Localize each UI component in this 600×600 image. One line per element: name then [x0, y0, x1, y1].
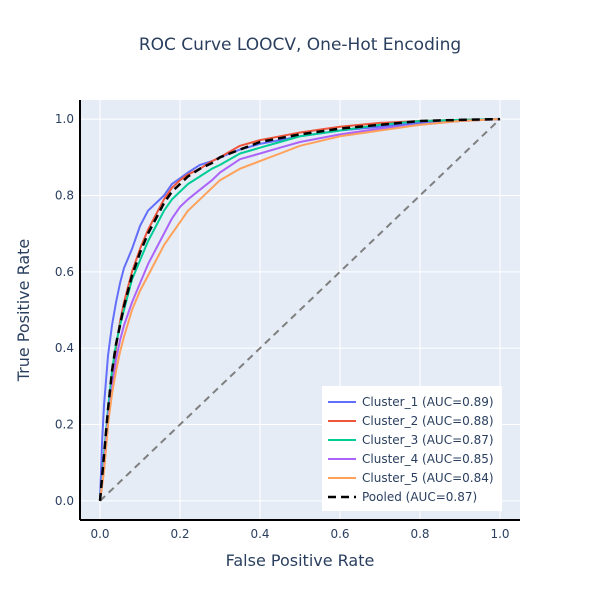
- series-line-4: [99, 118, 501, 502]
- x-tick-label: 0.4: [250, 527, 269, 541]
- y-axis-title: True Positive Rate: [14, 239, 33, 383]
- y-tick-label: 1.0: [55, 112, 74, 126]
- y-tick-label: 0.4: [55, 341, 74, 355]
- x-tick-label: 0.8: [410, 527, 429, 541]
- legend: Cluster_1 (AUC=0.89) Cluster_2 (AUC=0.88)…: [322, 386, 502, 511]
- y-tick-label: 0.6: [55, 265, 74, 279]
- series-line-5: [99, 118, 501, 502]
- axes: [79, 100, 520, 521]
- x-tick-label: 1.0: [490, 527, 509, 541]
- y-tick-label: 0.8: [55, 188, 74, 202]
- legend-box: [322, 386, 502, 511]
- legend-label-4: Cluster_4 (AUC=0.85): [362, 452, 494, 466]
- legend-label-3: Cluster_3 (AUC=0.87): [362, 433, 494, 447]
- x-tick-label: 0.0: [90, 527, 109, 541]
- y-tick-label: 0.0: [55, 494, 74, 508]
- chance-line: [99, 118, 501, 502]
- legend-label-6: Pooled (AUC=0.87): [362, 490, 477, 504]
- legend-label-5: Cluster_5 (AUC=0.84): [362, 471, 494, 485]
- x-tick-label: 0.2: [170, 527, 189, 541]
- y-tick-label: 0.2: [55, 418, 74, 432]
- tick-labels: 0.0 0.2 0.4 0.6 0.8 1.0 0.0 0.2 0.4 0.6 0.8 1.0: [55, 112, 510, 541]
- chart-title: ROC Curve LOOCV, One-Hot Encoding: [139, 35, 461, 55]
- legend-label-2: Cluster_2 (AUC=0.88): [362, 414, 494, 428]
- x-axis-title: False Positive Rate: [226, 551, 375, 570]
- reference-diagonal: [99, 118, 501, 502]
- series-line-6: [98, 117, 501, 502]
- grid-lines: [80, 100, 520, 520]
- x-tick-label: 0.6: [330, 527, 349, 541]
- series-lines: [98, 117, 501, 502]
- legend-label-1: Cluster_1 (AUC=0.89): [362, 395, 494, 409]
